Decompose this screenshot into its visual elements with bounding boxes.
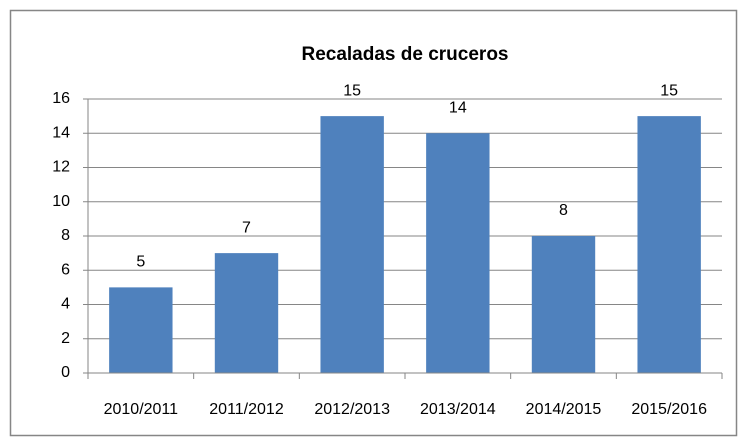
y-tick-label: 2	[61, 330, 70, 347]
y-tick-label: 10	[52, 193, 70, 210]
data-label: 8	[559, 202, 568, 219]
bar	[214, 253, 279, 373]
y-tick-label: 12	[52, 159, 70, 176]
bar	[637, 116, 701, 373]
y-tick-label: 6	[61, 261, 70, 278]
data-label: 5	[136, 254, 145, 271]
data-label: 15	[660, 82, 678, 99]
data-label: 15	[343, 82, 361, 99]
y-tick-label: 4	[61, 296, 70, 313]
x-tick-label: 2015/2016	[631, 401, 707, 418]
x-tick-label: 2011/2012	[209, 401, 284, 418]
y-tick-label: 0	[61, 364, 70, 381]
x-tick-label: 2014/2015	[526, 401, 602, 418]
y-tick-label: 14	[52, 124, 70, 141]
bar	[109, 287, 173, 373]
x-tick-label: 2012/2013	[314, 401, 390, 418]
chart-title: Recaladas de cruceros	[301, 44, 508, 65]
bar	[320, 116, 384, 373]
y-tick-label: 8	[61, 227, 70, 244]
x-tick-label: 2013/2014	[420, 401, 496, 418]
x-tick-label: 2010/2011	[104, 401, 179, 418]
y-tick-label: 16	[52, 90, 70, 107]
data-label: 14	[449, 99, 467, 116]
bar	[531, 236, 596, 373]
bar	[426, 133, 490, 373]
data-label: 7	[242, 219, 251, 236]
